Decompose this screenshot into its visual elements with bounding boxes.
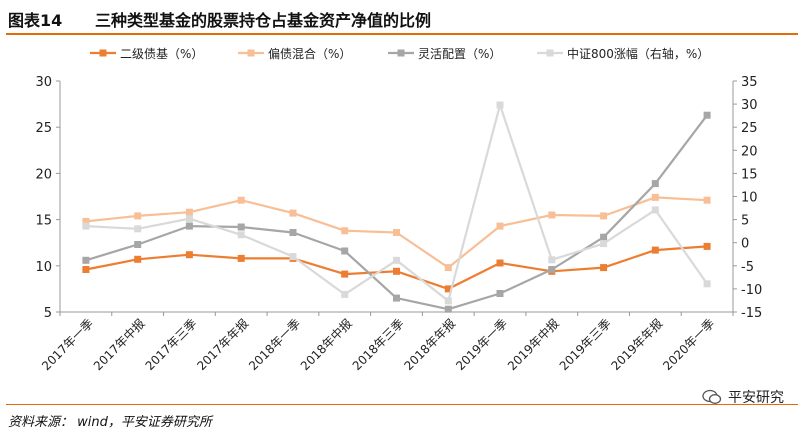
data-point-s2 bbox=[237, 196, 245, 204]
data-point-s4 bbox=[548, 256, 556, 264]
left-tick-label: 15 bbox=[35, 214, 52, 229]
data-point-s4 bbox=[651, 206, 659, 214]
right-tick-label: -10 bbox=[741, 283, 762, 298]
watermark: 平安研究 bbox=[702, 387, 784, 407]
data-point-s1 bbox=[134, 255, 142, 263]
left-tick-label: 20 bbox=[35, 167, 52, 182]
chart-title: 三种类型基金的股票持仓占基金资产净值的比例 bbox=[95, 11, 432, 30]
x-tick-label: 2017年一季 bbox=[39, 316, 96, 373]
data-point-s3 bbox=[237, 223, 245, 231]
x-tick-label: 2018年一季 bbox=[246, 316, 303, 373]
x-tick-label: 2018年年报 bbox=[401, 316, 459, 374]
data-point-s1 bbox=[237, 254, 245, 262]
data-point-s3 bbox=[496, 290, 504, 297]
data-point-s2 bbox=[651, 193, 659, 201]
source-note: 资料来源： wind，平安证券研究所 bbox=[8, 415, 212, 430]
right-tick-label: 30 bbox=[741, 98, 758, 113]
data-point-s3 bbox=[651, 180, 659, 188]
right-tick-label: -15 bbox=[741, 306, 762, 321]
line-chart: 5 10 15 20 25 30 -15 -10 -5 0 5 10 15 20 25 30 35 2017年一季… bbox=[35, 46, 762, 374]
data-point-s1 bbox=[600, 264, 608, 272]
data-point-s3 bbox=[289, 229, 297, 236]
data-point-s4 bbox=[185, 215, 193, 223]
right-tick-label: -5 bbox=[741, 260, 754, 275]
legend-marker bbox=[247, 49, 255, 57]
x-tick-label: 2018年中报 bbox=[297, 316, 355, 374]
right-tick-label: 20 bbox=[741, 144, 758, 159]
watermark-text: 平安研究 bbox=[728, 390, 784, 406]
data-point-s2 bbox=[185, 208, 193, 216]
data-point-s1 bbox=[496, 259, 504, 267]
right-tick-label: 10 bbox=[741, 191, 758, 206]
data-point-s3 bbox=[600, 233, 608, 241]
right-tick-label: 0 bbox=[741, 237, 749, 252]
data-point-s4 bbox=[134, 225, 142, 233]
data-point-s3 bbox=[185, 222, 193, 230]
series-line-1 bbox=[85, 245, 708, 290]
x-tick-label: 2017年年报 bbox=[194, 316, 252, 374]
x-tick-label: 2017年三季 bbox=[143, 316, 200, 373]
data-point-s2 bbox=[134, 212, 142, 220]
legend-marker bbox=[546, 49, 554, 57]
data-point-s4 bbox=[82, 222, 90, 230]
x-tick-label: 2020年一季 bbox=[660, 316, 717, 373]
legend-label: 中证800涨幅（右轴，%） bbox=[567, 46, 709, 61]
title-bar: 图表14 三种类型基金的股票持仓占基金资产净值的比例 bbox=[0, 0, 804, 32]
data-point-s2 bbox=[600, 212, 608, 220]
title-rule bbox=[6, 33, 798, 35]
data-point-s2 bbox=[703, 196, 711, 204]
data-point-s4 bbox=[289, 253, 297, 261]
data-point-s3 bbox=[703, 111, 711, 119]
data-point-s4 bbox=[600, 240, 608, 248]
left-tick-label: 10 bbox=[35, 260, 52, 275]
data-point-s1 bbox=[703, 242, 711, 250]
left-tick-label: 30 bbox=[35, 75, 52, 90]
figure-label: 图表14 bbox=[8, 11, 63, 30]
data-point-s4 bbox=[393, 256, 400, 264]
data-point-s1 bbox=[82, 266, 90, 273]
data-point-s1 bbox=[393, 267, 400, 275]
x-tick-label: 2018年三季 bbox=[350, 316, 407, 373]
x-tick-label: 2019年一季 bbox=[453, 316, 510, 373]
data-point-s4 bbox=[444, 297, 452, 305]
x-tick-label: 2019年中报 bbox=[504, 316, 562, 374]
right-tick-label: 35 bbox=[741, 75, 758, 90]
x-tick-label: 2019年三季 bbox=[557, 316, 614, 373]
x-tick-label: 2019年年报 bbox=[608, 316, 666, 374]
legend-marker bbox=[99, 49, 107, 57]
x-tick-label: 2017年中报 bbox=[90, 316, 148, 374]
right-tick-label: 25 bbox=[741, 121, 758, 136]
data-point-s2 bbox=[82, 217, 90, 225]
data-point-s3 bbox=[548, 266, 556, 273]
data-point-s3 bbox=[393, 294, 400, 302]
bottom-rule bbox=[6, 404, 798, 405]
legend-label: 偏债混合（%） bbox=[268, 46, 351, 61]
data-point-s2 bbox=[289, 209, 297, 217]
left-tick-label: 5 bbox=[44, 306, 52, 321]
legend-label: 灵活配置（%） bbox=[418, 47, 501, 61]
data-point-s3 bbox=[134, 241, 142, 248]
data-point-s2 bbox=[444, 264, 452, 272]
data-point-s4 bbox=[703, 280, 711, 288]
data-point-s4 bbox=[496, 101, 504, 109]
legend-label: 二级债基（%） bbox=[120, 47, 203, 61]
data-point-s1 bbox=[651, 246, 659, 254]
data-point-s3 bbox=[341, 247, 349, 255]
data-point-s1 bbox=[444, 285, 452, 293]
data-point-s3 bbox=[444, 305, 452, 313]
right-tick-label: 5 bbox=[741, 214, 749, 229]
data-point-s1 bbox=[341, 270, 349, 278]
data-point-s4 bbox=[237, 231, 245, 239]
data-point-s4 bbox=[341, 290, 349, 298]
data-point-s2 bbox=[393, 229, 400, 236]
legend-marker bbox=[397, 49, 405, 57]
right-tick-label: 15 bbox=[741, 167, 758, 182]
data-point-s1 bbox=[185, 251, 193, 259]
data-point-s3 bbox=[82, 256, 90, 264]
data-point-s2 bbox=[548, 211, 556, 219]
data-point-s2 bbox=[341, 227, 349, 235]
wechat-icon bbox=[702, 389, 722, 404]
data-point-s2 bbox=[496, 222, 504, 230]
left-tick-label: 25 bbox=[35, 121, 52, 136]
